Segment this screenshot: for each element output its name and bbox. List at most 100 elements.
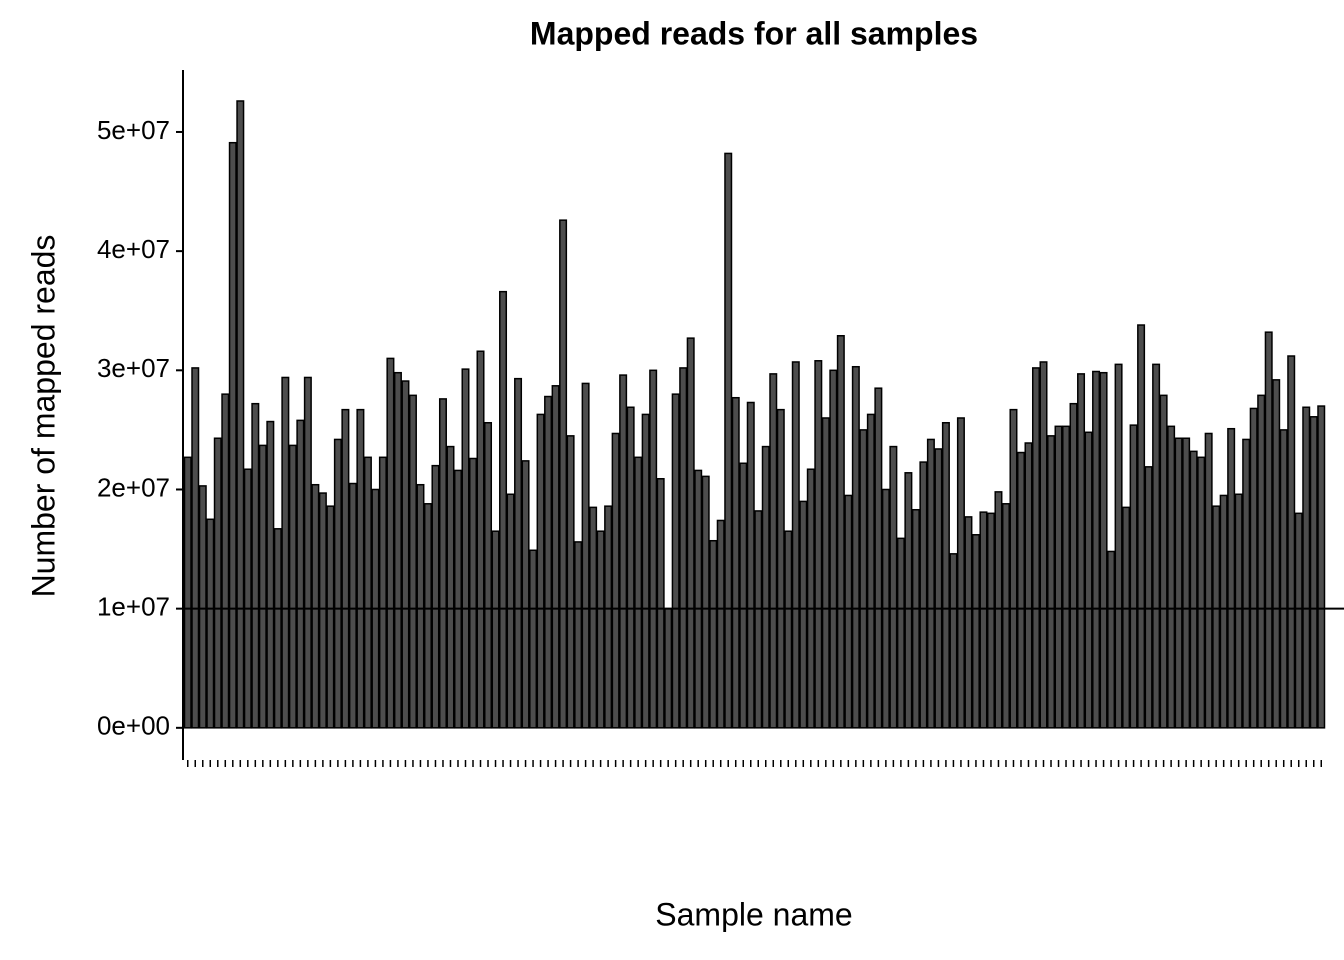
bar xyxy=(386,357,395,729)
bar xyxy=(574,541,583,729)
bar xyxy=(866,413,875,729)
bar xyxy=(183,456,192,729)
bar xyxy=(198,485,207,729)
bar xyxy=(318,492,327,729)
bar xyxy=(634,456,643,729)
bar xyxy=(438,398,447,729)
bar xyxy=(476,350,485,729)
bar xyxy=(589,506,598,729)
bar xyxy=(1077,373,1086,729)
bar xyxy=(769,373,778,729)
x-axis-label: Sample name xyxy=(655,896,852,932)
bar xyxy=(506,493,515,729)
bar xyxy=(348,482,357,729)
bar xyxy=(679,367,688,729)
bar xyxy=(273,528,282,729)
bar xyxy=(851,365,860,729)
bar xyxy=(514,377,523,729)
bar xyxy=(1039,361,1048,729)
bar xyxy=(311,483,320,729)
bar xyxy=(1054,425,1063,729)
bar xyxy=(656,478,665,729)
bar xyxy=(1234,493,1243,729)
bar xyxy=(844,494,853,729)
bar xyxy=(701,475,710,729)
y-tick-label: 1e+07 xyxy=(97,592,170,622)
bar xyxy=(469,457,478,729)
bar xyxy=(559,219,568,729)
bar xyxy=(341,408,350,729)
bar xyxy=(356,408,365,729)
bar xyxy=(694,469,703,729)
bar xyxy=(1189,450,1198,729)
bar xyxy=(709,539,718,729)
bar xyxy=(724,152,733,729)
bar xyxy=(626,406,635,729)
bar xyxy=(408,394,417,729)
bar xyxy=(1242,438,1251,729)
bar xyxy=(1257,394,1266,729)
bar xyxy=(904,472,913,729)
bar xyxy=(889,445,898,729)
bar xyxy=(604,505,613,729)
bar xyxy=(236,100,245,729)
bar xyxy=(1137,324,1146,729)
bar xyxy=(581,382,590,729)
bar xyxy=(529,549,538,729)
bar xyxy=(994,491,1003,729)
chart-title: Mapped reads for all samples xyxy=(530,15,978,51)
y-tick-label: 4e+07 xyxy=(97,234,170,264)
bar xyxy=(664,607,673,729)
bar xyxy=(1152,363,1161,729)
bar xyxy=(1069,402,1078,729)
bar xyxy=(619,374,628,729)
bar xyxy=(431,464,440,729)
bar xyxy=(1182,437,1191,729)
bar xyxy=(484,421,493,729)
bar xyxy=(1159,394,1168,729)
bar xyxy=(221,393,230,729)
bar xyxy=(1122,506,1131,729)
bar xyxy=(243,468,252,729)
bar xyxy=(1197,456,1206,729)
bar xyxy=(949,553,958,729)
bar xyxy=(566,435,575,729)
bar xyxy=(746,401,755,729)
bar xyxy=(956,417,965,729)
bar xyxy=(288,444,297,729)
y-tick-label: 3e+07 xyxy=(97,353,170,383)
bar xyxy=(266,420,275,729)
bar xyxy=(941,421,950,729)
bar xyxy=(1279,429,1288,729)
bar xyxy=(461,368,470,729)
bar xyxy=(1009,408,1018,729)
bar xyxy=(731,396,740,729)
y-tick-label: 2e+07 xyxy=(97,472,170,502)
bar xyxy=(1092,370,1101,729)
bar xyxy=(258,444,267,729)
bar xyxy=(544,395,553,729)
bar xyxy=(1024,442,1033,729)
y-tick-label: 0e+00 xyxy=(97,711,170,741)
bar xyxy=(1302,406,1311,729)
bar xyxy=(1309,416,1318,729)
bar xyxy=(1084,431,1093,729)
bar xyxy=(821,417,830,729)
bar xyxy=(611,432,620,729)
bar xyxy=(521,460,530,729)
bar xyxy=(1219,494,1228,729)
y-tick-label: 5e+07 xyxy=(97,115,170,145)
bar xyxy=(499,290,508,729)
bar xyxy=(251,402,260,729)
bar xyxy=(806,468,815,729)
bar xyxy=(1212,505,1221,729)
y-axis-label: Number of mapped reads xyxy=(25,235,61,598)
bar xyxy=(896,537,905,729)
bar xyxy=(1107,550,1116,729)
bar xyxy=(1174,437,1183,729)
bar xyxy=(378,456,387,729)
bar xyxy=(716,519,725,729)
bar xyxy=(641,413,650,729)
bar xyxy=(1001,503,1010,729)
